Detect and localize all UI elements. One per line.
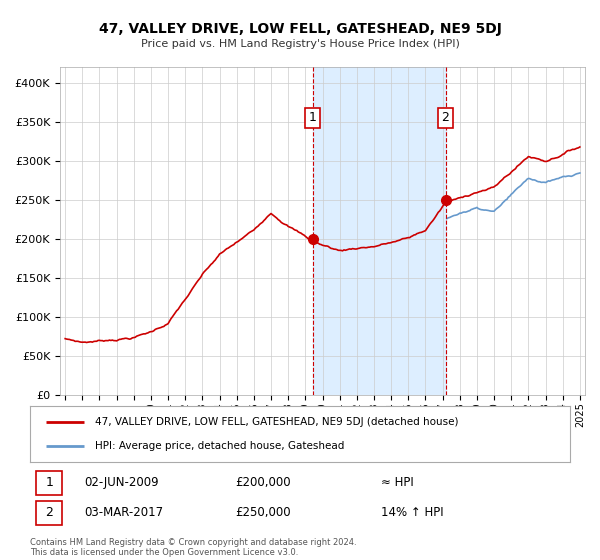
- Text: 2: 2: [46, 506, 53, 519]
- Text: This data is licensed under the Open Government Licence v3.0.: This data is licensed under the Open Gov…: [30, 548, 298, 557]
- Text: 47, VALLEY DRIVE, LOW FELL, GATESHEAD, NE9 5DJ (detached house): 47, VALLEY DRIVE, LOW FELL, GATESHEAD, N…: [95, 417, 458, 427]
- Text: Price paid vs. HM Land Registry's House Price Index (HPI): Price paid vs. HM Land Registry's House …: [140, 39, 460, 49]
- Text: 02-JUN-2009: 02-JUN-2009: [84, 477, 158, 489]
- Text: Contains HM Land Registry data © Crown copyright and database right 2024.: Contains HM Land Registry data © Crown c…: [30, 538, 356, 547]
- Text: £200,000: £200,000: [235, 477, 291, 489]
- FancyBboxPatch shape: [37, 501, 62, 525]
- Text: 1: 1: [46, 477, 53, 489]
- Bar: [313, 67, 446, 395]
- Text: 2: 2: [442, 111, 449, 124]
- Text: ≈ HPI: ≈ HPI: [381, 477, 414, 489]
- Text: HPI: Average price, detached house, Gateshead: HPI: Average price, detached house, Gate…: [95, 441, 344, 451]
- Text: 14% ↑ HPI: 14% ↑ HPI: [381, 506, 443, 519]
- Text: 03-MAR-2017: 03-MAR-2017: [84, 506, 163, 519]
- Text: 47, VALLEY DRIVE, LOW FELL, GATESHEAD, NE9 5DJ: 47, VALLEY DRIVE, LOW FELL, GATESHEAD, N…: [98, 22, 502, 36]
- Text: £250,000: £250,000: [235, 506, 291, 519]
- FancyBboxPatch shape: [37, 471, 62, 494]
- Text: 1: 1: [308, 111, 316, 124]
